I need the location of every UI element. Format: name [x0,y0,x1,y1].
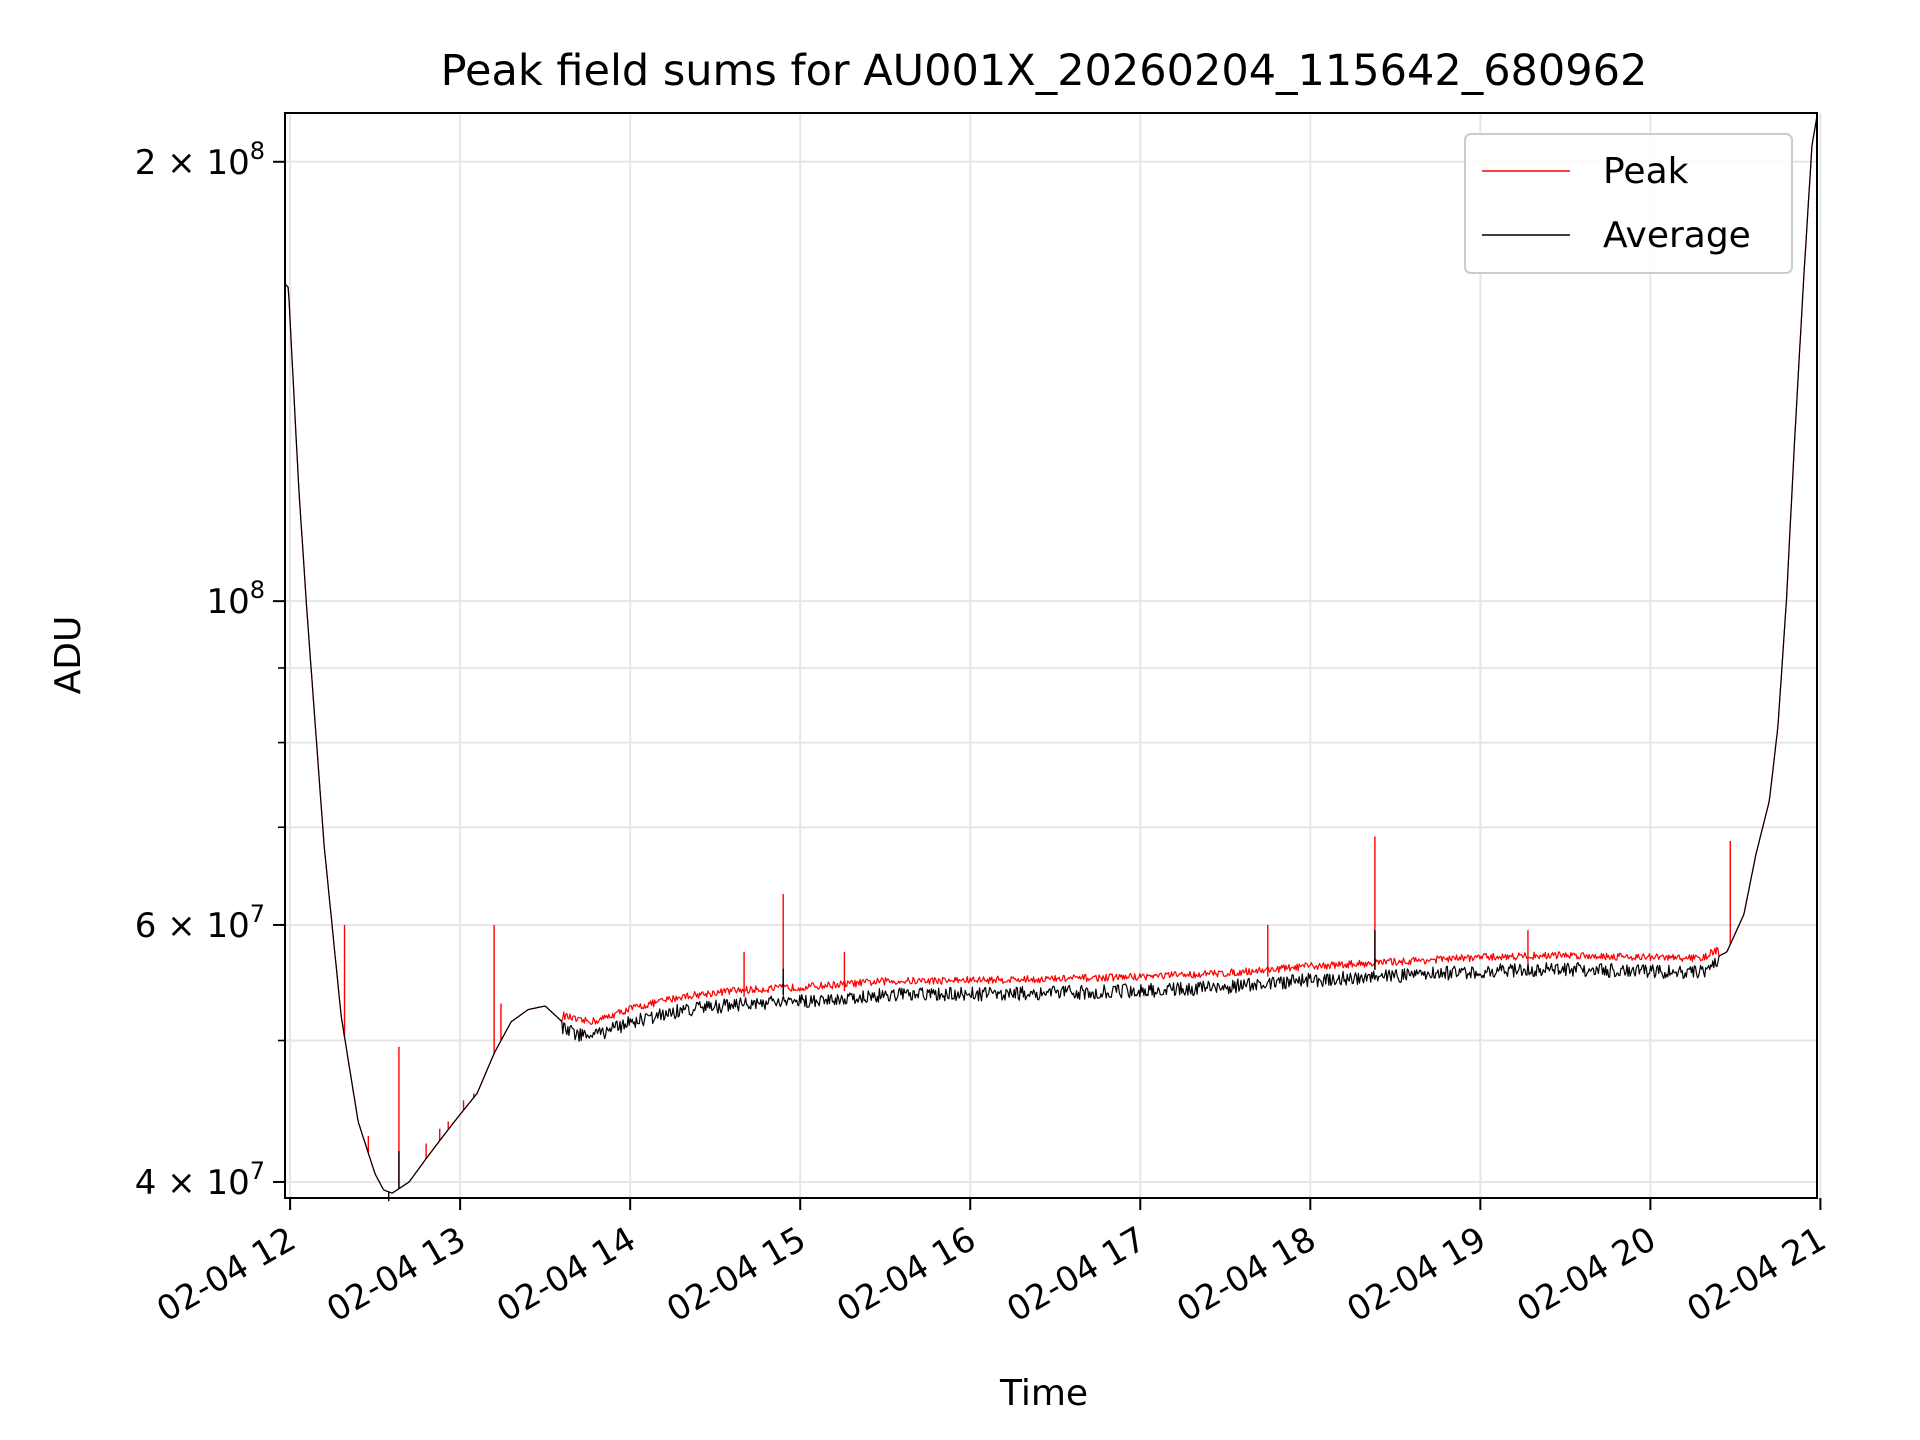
legend-label-average: Average [1603,215,1751,256]
x-tick-label: 02-04 18 [1170,1219,1322,1330]
x-tick-label: 02-04 19 [1340,1219,1492,1330]
grid [285,113,1822,1198]
legend: Peak Average [1464,133,1793,274]
series-line-average [284,115,1818,1194]
x-tick-label: 02-04 20 [1510,1219,1662,1330]
average-spikes [388,930,1376,1202]
legend-label-peak: Peak [1603,151,1689,192]
x-axis-label: Time [999,1373,1088,1414]
y-axis-label: ADU [48,616,89,695]
x-tick-label: 02-04 16 [830,1219,982,1330]
x-tick-label: 02-04 15 [660,1219,812,1330]
y-tick-label: 6 × 107 [135,900,265,946]
legend-box [1464,133,1793,274]
y-axis: 4 × 107 6 × 107 108 2 × 108 [135,137,285,1203]
y-tick-label: 2 × 108 [135,137,265,183]
x-tick-label: 02-04 12 [150,1219,302,1330]
y-tick-label: 108 [206,576,265,622]
x-tick-label: 02-04 13 [320,1219,472,1330]
chart-title: Peak field sums for AU001X_20260204_1156… [441,46,1648,96]
y-tick-label: 4 × 107 [135,1157,265,1203]
series-line-peak [284,115,1818,1194]
x-tick-label: 02-04 14 [490,1219,642,1330]
plot-area [284,115,1818,1202]
axes-frame [284,112,1818,1199]
x-tick-label: 02-04 21 [1681,1219,1833,1330]
x-tick-label: 02-04 17 [1000,1219,1152,1330]
x-axis: 02-04 12 02-04 13 02-04 14 02-04 15 02-04 16… [150,1198,1833,1330]
